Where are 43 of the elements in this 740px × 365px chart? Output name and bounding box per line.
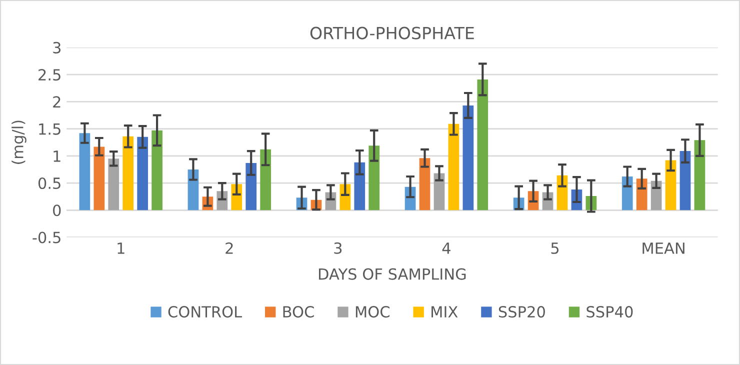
x-tick-label: 2 bbox=[226, 242, 233, 254]
y-tick-label: 1 bbox=[54, 150, 60, 162]
y-tick-label: 1.5 bbox=[39, 123, 60, 135]
legend-label: SSP20 bbox=[498, 306, 545, 318]
y-tick-label: 0 bbox=[53, 204, 61, 216]
bar bbox=[108, 158, 120, 210]
y-axis-title: (mg/l) bbox=[12, 120, 26, 164]
bar bbox=[650, 180, 662, 210]
bar bbox=[354, 162, 366, 210]
bar bbox=[680, 151, 691, 210]
bar bbox=[477, 79, 488, 210]
legend-label: SSP40 bbox=[586, 306, 633, 318]
bar bbox=[152, 130, 162, 210]
legend-label: CONTROL bbox=[168, 306, 242, 318]
chart-title: ORTHO-PHOSPHATE bbox=[310, 26, 474, 40]
legend-label: MIX bbox=[432, 306, 458, 318]
y-tick-label: 2.5 bbox=[38, 69, 60, 81]
bar bbox=[137, 136, 148, 210]
y-tick-label: 2 bbox=[53, 96, 60, 108]
y-tick-label: 3 bbox=[53, 42, 61, 54]
bar bbox=[246, 162, 257, 210]
x-tick-label: 1 bbox=[118, 242, 124, 254]
legend-label: MOC bbox=[356, 306, 390, 318]
bar bbox=[94, 146, 105, 210]
bar bbox=[419, 158, 430, 210]
x-tick-label: 4 bbox=[442, 242, 450, 254]
legend-label: BOC bbox=[283, 306, 314, 318]
x-tick-label: MEAN bbox=[642, 242, 684, 254]
y-tick-label: 0.5 bbox=[38, 177, 60, 190]
bar bbox=[79, 133, 90, 210]
x-tick-label: 5 bbox=[551, 242, 559, 254]
bar bbox=[448, 124, 460, 210]
x-tick-label: 3 bbox=[334, 242, 342, 254]
bar bbox=[122, 136, 134, 210]
y-tick-label: -0.5 bbox=[32, 232, 60, 244]
bar bbox=[260, 149, 272, 210]
bar bbox=[694, 140, 706, 210]
x-axis-title: DAYS OF SAMPLING bbox=[318, 268, 466, 280]
bar bbox=[665, 160, 676, 210]
bar bbox=[462, 105, 474, 210]
bar bbox=[188, 169, 199, 210]
bar bbox=[368, 146, 380, 210]
bar bbox=[434, 173, 445, 210]
